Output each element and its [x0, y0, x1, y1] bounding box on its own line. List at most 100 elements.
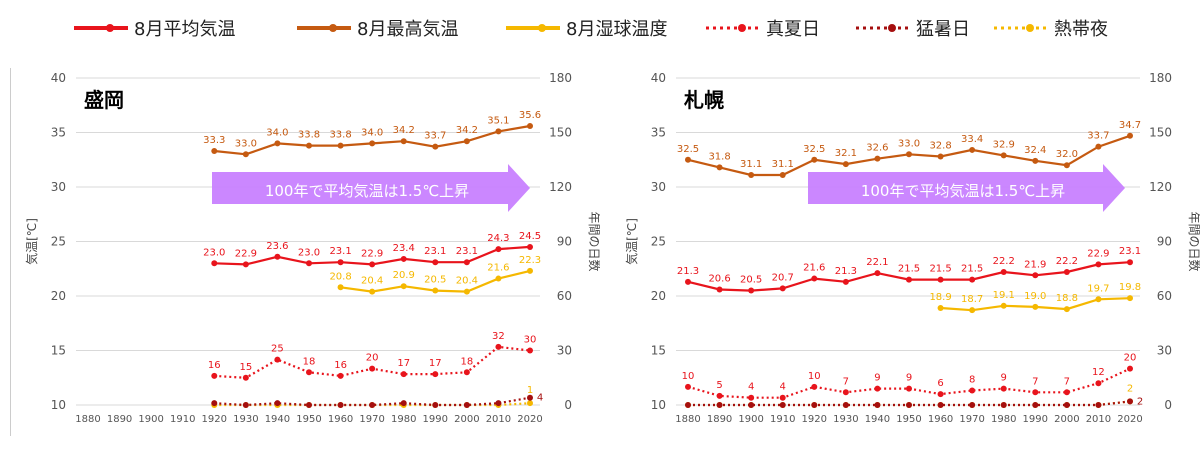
- data-point: [306, 260, 312, 267]
- data-point: [369, 140, 376, 147]
- data-label: 20.4: [456, 276, 478, 287]
- data-label: 34.7: [1119, 120, 1141, 131]
- data-label: 10: [682, 371, 695, 382]
- trend-arrow-shape: [808, 164, 1125, 212]
- y2-axis-label: 年間の日数: [587, 211, 600, 271]
- data-label: 22.3: [519, 255, 541, 266]
- x-tick-label: 1890: [107, 414, 132, 425]
- data-point: [1063, 389, 1070, 396]
- data-point: [937, 153, 944, 160]
- data-point: [432, 287, 439, 294]
- data-point: [400, 255, 407, 262]
- data-label: 33.0: [235, 138, 257, 149]
- y2-tick-label: 60: [557, 289, 572, 303]
- x-tick-label: 1930: [233, 414, 258, 425]
- y2-tick-label: 150: [549, 126, 572, 140]
- data-point: [1095, 261, 1102, 268]
- y-tick-label: 30: [51, 180, 66, 194]
- data-point: [716, 164, 723, 171]
- data-label: 21.9: [1024, 259, 1046, 270]
- data-point: [748, 172, 755, 179]
- data-label: 23.1: [329, 246, 351, 257]
- data-point: [874, 155, 881, 162]
- data-point: [369, 261, 376, 268]
- x-tick-label: 2020: [1117, 414, 1142, 425]
- y2-tick-label: 120: [549, 180, 572, 194]
- data-point: [969, 276, 976, 283]
- data-point: [685, 402, 691, 408]
- data-point: [432, 371, 439, 378]
- data-point: [495, 275, 502, 282]
- data-point: [306, 142, 312, 149]
- data-point: [527, 347, 533, 354]
- y2-tick-label: 180: [1149, 71, 1172, 85]
- legend-item-6: 熱帯夜: [994, 19, 1108, 40]
- data-label: 18.8: [1056, 293, 1078, 304]
- data-label: 20.4: [361, 276, 383, 287]
- data-point: [842, 161, 849, 168]
- data-label: 22.2: [1056, 256, 1078, 267]
- data-point: [969, 387, 976, 394]
- legend-label: 猛暑日: [916, 19, 970, 40]
- data-label: 22.9: [361, 248, 383, 259]
- data-point: [274, 400, 281, 407]
- data-label: 20.7: [772, 272, 794, 283]
- data-point: [1032, 303, 1039, 310]
- data-point: [716, 286, 723, 293]
- data-point: [211, 148, 218, 155]
- x-tick-label: 1940: [265, 414, 290, 425]
- y-tick-label: 15: [51, 344, 66, 358]
- y-tick-label: 20: [51, 289, 66, 303]
- data-point: [1032, 389, 1039, 396]
- data-point: [779, 402, 786, 408]
- data-label: 23.0: [203, 247, 225, 258]
- data-point: [1127, 259, 1133, 266]
- data-point: [337, 402, 344, 408]
- data-point: [337, 372, 344, 379]
- data-label: 32.6: [866, 143, 888, 154]
- y-tick-label: 40: [651, 71, 666, 85]
- y-tick-label: 25: [51, 235, 66, 249]
- data-point: [1032, 157, 1039, 164]
- data-label: 20.9: [393, 270, 415, 281]
- chart-title: 札幌: [684, 88, 724, 112]
- data-point: [1063, 402, 1070, 408]
- data-point: [337, 142, 344, 149]
- data-point: [748, 287, 755, 294]
- data-point: [779, 285, 786, 292]
- data-label: 34.2: [393, 125, 415, 136]
- morioka-chart: 10 15 20 25 30 35 40 0 30 60 90 120 150 180 1880 1890 19…: [0, 62, 600, 442]
- data-point: [906, 385, 912, 392]
- data-point: [1127, 365, 1133, 372]
- data-point: [400, 371, 407, 378]
- data-label: 19.7: [1087, 283, 1109, 294]
- data-label: 20.5: [424, 275, 446, 286]
- data-label: 35.6: [519, 110, 541, 121]
- series-2: 23.0 22.9 23.6 23.0 23.1 22.9 23.4 23.1 23.1 24.3…: [203, 231, 541, 268]
- data-label: 23.1: [456, 246, 478, 257]
- data-point: [811, 402, 818, 408]
- legend-marker: [738, 24, 746, 32]
- data-point: [1095, 296, 1102, 303]
- data-point: [1095, 143, 1102, 150]
- x-tick-label: 1960: [328, 414, 353, 425]
- y-tick-label: 10: [51, 398, 66, 412]
- data-label: 12: [1092, 367, 1105, 378]
- data-label: 34.0: [266, 127, 288, 138]
- series-3: 20.8 20.4 20.9 20.5 20.4 21.6 22.3: [329, 255, 541, 295]
- x-tick-label: 1950: [896, 414, 921, 425]
- data-point: [432, 143, 439, 150]
- data-point: [242, 402, 249, 408]
- data-point: [748, 402, 755, 408]
- data-label: 18.9: [929, 292, 951, 303]
- y2-tick-label: 30: [557, 344, 572, 358]
- data-point: [906, 151, 912, 158]
- chart-legend: 8月平均気温 8月最高気温 8月湿球温度 真夏日 猛暑日 熱帯夜: [74, 19, 1108, 40]
- data-label: 19.8: [1119, 282, 1141, 293]
- trend-arrow-shape: [212, 164, 530, 212]
- series-3: 18.9 18.7 19.1 19.0 18.8 19.7 19.8: [929, 282, 1141, 314]
- data-point: [369, 365, 376, 372]
- data-label: 22.1: [866, 257, 888, 268]
- legend-item-2: 8月最高気温: [297, 19, 458, 40]
